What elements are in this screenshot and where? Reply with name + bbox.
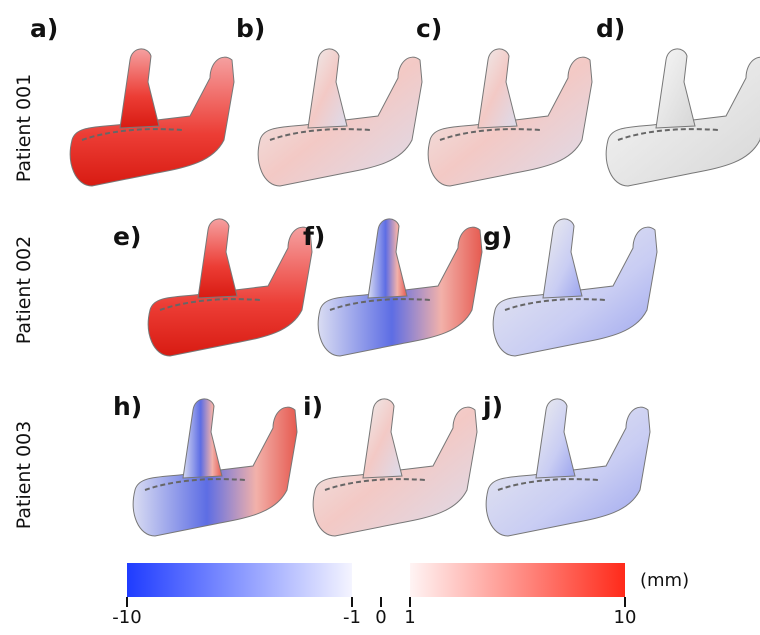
colorbar-negative <box>127 563 352 597</box>
panel-label: a) <box>30 14 58 43</box>
mandible-render <box>493 219 657 356</box>
mandible-render <box>606 49 760 186</box>
panel-label: i) <box>303 392 323 421</box>
panel-label: c) <box>416 14 442 43</box>
mandible-render <box>258 49 422 186</box>
row-label: Patient 002 <box>13 236 35 344</box>
tick-label: 10 <box>614 607 637 628</box>
tick-label: -10 <box>112 607 141 628</box>
panel-label: f) <box>303 222 325 251</box>
mandible-render <box>486 399 650 536</box>
panel-label: e) <box>113 222 141 251</box>
figure: a) b) c) d) e) f) g) h) i) j) Patient 00… <box>0 0 760 635</box>
panel-label: d) <box>596 14 625 43</box>
tick-label: 0 <box>375 607 386 628</box>
mandible-render <box>70 49 234 186</box>
panel-label: j) <box>482 392 503 421</box>
mandible-render <box>428 49 592 186</box>
panel-label: h) <box>113 392 142 421</box>
mandible-render <box>133 399 297 536</box>
mandible-render <box>318 219 482 356</box>
row-label: Patient 003 <box>13 421 35 529</box>
tick-label: -1 <box>343 607 361 628</box>
panel-label: g) <box>483 222 512 251</box>
panel-label: b) <box>236 14 265 43</box>
mandible-render <box>148 219 312 356</box>
colorbar-positive <box>410 563 625 597</box>
tick-label: 1 <box>404 607 415 628</box>
mandible-render <box>313 399 477 536</box>
row-label: Patient 001 <box>13 74 35 182</box>
colorbar-unit: (mm) <box>640 570 689 591</box>
